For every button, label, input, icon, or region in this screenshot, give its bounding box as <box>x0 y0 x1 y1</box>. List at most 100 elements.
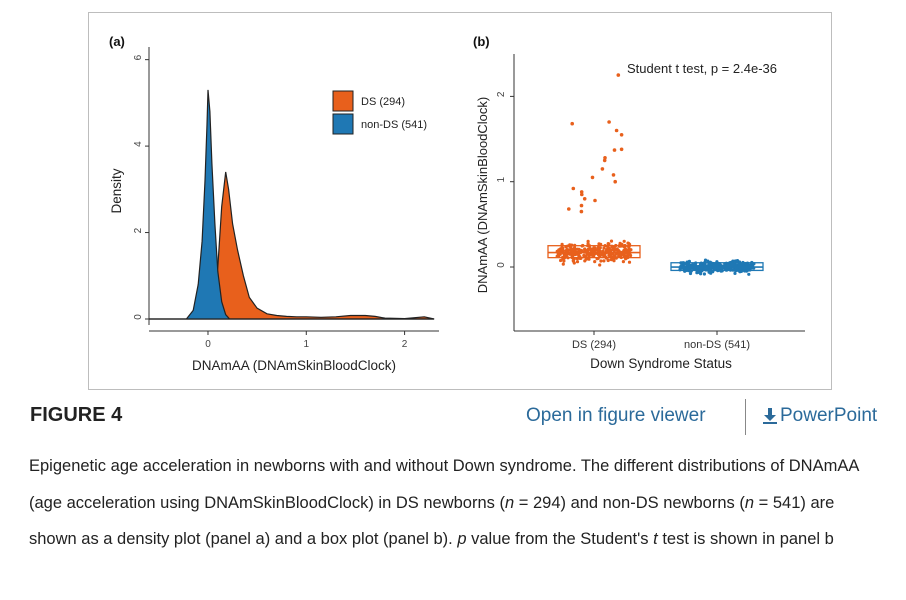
caption-text-1: Epigenetic age acceleration in newborns … <box>29 457 859 512</box>
jitter-point-ds <box>618 241 622 245</box>
box-ds <box>547 245 641 259</box>
jitter-point-ds <box>606 258 610 263</box>
panel-a-x-tick-label: 0 <box>205 339 211 350</box>
outlier-point-ds <box>614 128 619 133</box>
jitter-point-non-ds <box>735 259 739 263</box>
caption-t: t <box>653 530 658 548</box>
outlier-point-ds <box>579 203 584 208</box>
jitter-point-ds <box>593 260 597 264</box>
outlier-point-ds <box>590 175 595 180</box>
open-figure-viewer-link[interactable]: Open in figure viewer <box>526 405 706 426</box>
legend-label-ds: DS (294) <box>361 96 405 108</box>
jitter-point-ds <box>575 260 580 264</box>
outlier-point-ds <box>600 167 605 171</box>
jitter-point-ds <box>599 259 603 263</box>
panel-a-y-tick-label: 4 <box>133 141 144 147</box>
outlier-point-ds <box>602 158 607 163</box>
panel-b-y-label: DNAmAA (DNAmSkinBloodClock) <box>475 97 490 294</box>
jitter-point-ds <box>609 239 614 243</box>
outlier-point-ds <box>616 73 621 77</box>
jitter-point-non-ds <box>715 263 719 267</box>
panel-a-y-tick-label: 6 <box>133 54 144 60</box>
jitter-point-ds <box>582 254 587 258</box>
outlier-point-ds <box>571 186 576 191</box>
jitter-point-ds <box>627 260 632 264</box>
outlier-point-ds <box>579 190 584 194</box>
density-area-non-ds <box>149 89 435 320</box>
jitter-point-ds <box>609 258 613 262</box>
jitter-point-non-ds <box>698 262 703 266</box>
jitter-point-ds <box>622 239 626 243</box>
caption-text-3: = 541) are shown as a density plot (pane… <box>29 493 835 549</box>
jitter-point-non-ds <box>702 272 707 276</box>
caption-text-4: value from the Student's <box>466 530 654 548</box>
jitter-point-ds <box>607 242 611 246</box>
powerpoint-download-link[interactable]: PowerPoint <box>762 405 877 427</box>
jitter-point-non-ds <box>733 271 737 275</box>
jitter-point-ds <box>602 259 606 263</box>
jitter-point-ds <box>598 263 602 267</box>
panel-b-label: (b) <box>473 34 490 49</box>
jitter-point-ds <box>587 257 591 261</box>
jitter-point-non-ds <box>747 272 751 276</box>
jitter-point-ds <box>586 239 590 243</box>
panel-b-y-tick-label: 0 <box>496 262 507 268</box>
panel-a-y-tick-label: 2 <box>133 227 144 233</box>
figure-label: FIGURE 4 <box>30 404 123 426</box>
jitter-point-non-ds <box>698 270 703 274</box>
caption-n-2: n <box>744 493 755 512</box>
jitter-point-ds <box>610 248 614 252</box>
jitter-point-ds <box>564 249 569 253</box>
figure-image: (a) 0 2 4 6 0 1 2 DNAmAA (DNAmSkinBloodClock) Den… <box>88 12 832 390</box>
jitter-point-ds <box>625 248 629 252</box>
figure-caption: Epigenetic age acceleration in newborns … <box>29 448 879 558</box>
panel-a-label: (a) <box>109 34 125 49</box>
caption-text-2: = 294) and non-DS newborns ( <box>514 493 745 512</box>
jitter-point-ds <box>559 258 563 263</box>
jitter-point-ds <box>596 246 600 250</box>
outlier-point-ds <box>612 148 617 152</box>
download-arrow-icon <box>763 408 777 424</box>
caption-text-5: test is shown in panel b <box>657 530 834 548</box>
legend-label-non-ds: non-DS (541) <box>361 119 427 131</box>
caption-n-1: n <box>504 493 515 512</box>
caption-p: p <box>457 530 467 548</box>
outlier-point-ds <box>611 173 616 177</box>
powerpoint-label: PowerPoint <box>780 405 878 426</box>
jitter-point-ds <box>615 247 619 251</box>
jitter-point-non-ds <box>730 263 734 267</box>
jitter-point-non-ds <box>726 263 730 267</box>
jitter-point-ds <box>621 260 626 264</box>
jitter-point-ds <box>559 248 563 252</box>
panel-b-x-tick-label: non-DS (541) <box>684 339 750 351</box>
jitter-point-ds <box>598 254 602 258</box>
jitter-point-ds <box>604 249 608 253</box>
outlier-point-ds <box>607 120 611 124</box>
legend-swatch-ds <box>332 90 354 112</box>
outlier-point-ds <box>567 207 571 211</box>
panel-b-annotation: Student t test, p = 2.4e-36 <box>627 61 777 76</box>
panel-a-x-tick-label: 2 <box>402 339 408 350</box>
panel-b-x-tick-label: DS (294) <box>572 339 616 351</box>
outlier-point-ds <box>582 197 587 201</box>
jitter-point-ds <box>560 246 564 250</box>
panel-a-y-tick-label: 0 <box>133 314 144 320</box>
outlier-point-ds <box>613 179 617 184</box>
figure-4-charts: (a) 0 2 4 6 0 1 2 DNAmAA (DNAmSkinBloodClock) Den… <box>109 34 805 373</box>
jitter-point-ds <box>570 249 574 253</box>
jitter-point-ds <box>557 253 561 257</box>
link-divider <box>745 399 746 435</box>
outlier-point-ds <box>579 209 584 214</box>
outlier-point-ds <box>570 121 574 126</box>
jitter-point-ds <box>592 247 596 251</box>
jitter-point-ds <box>584 257 588 261</box>
jitter-point-ds <box>627 252 631 257</box>
outlier-point-ds <box>619 133 624 137</box>
jitter-point-non-ds <box>685 263 689 267</box>
jitter-point-ds <box>602 246 606 250</box>
jitter-point-non-ds <box>688 271 693 276</box>
panel-a-y-label: Density <box>109 168 124 213</box>
panel-a-x-label: DNAmAA (DNAmSkinBloodClock) <box>192 358 396 373</box>
panel-b-y-tick-label: 2 <box>496 91 507 97</box>
outlier-point-ds <box>603 156 607 160</box>
